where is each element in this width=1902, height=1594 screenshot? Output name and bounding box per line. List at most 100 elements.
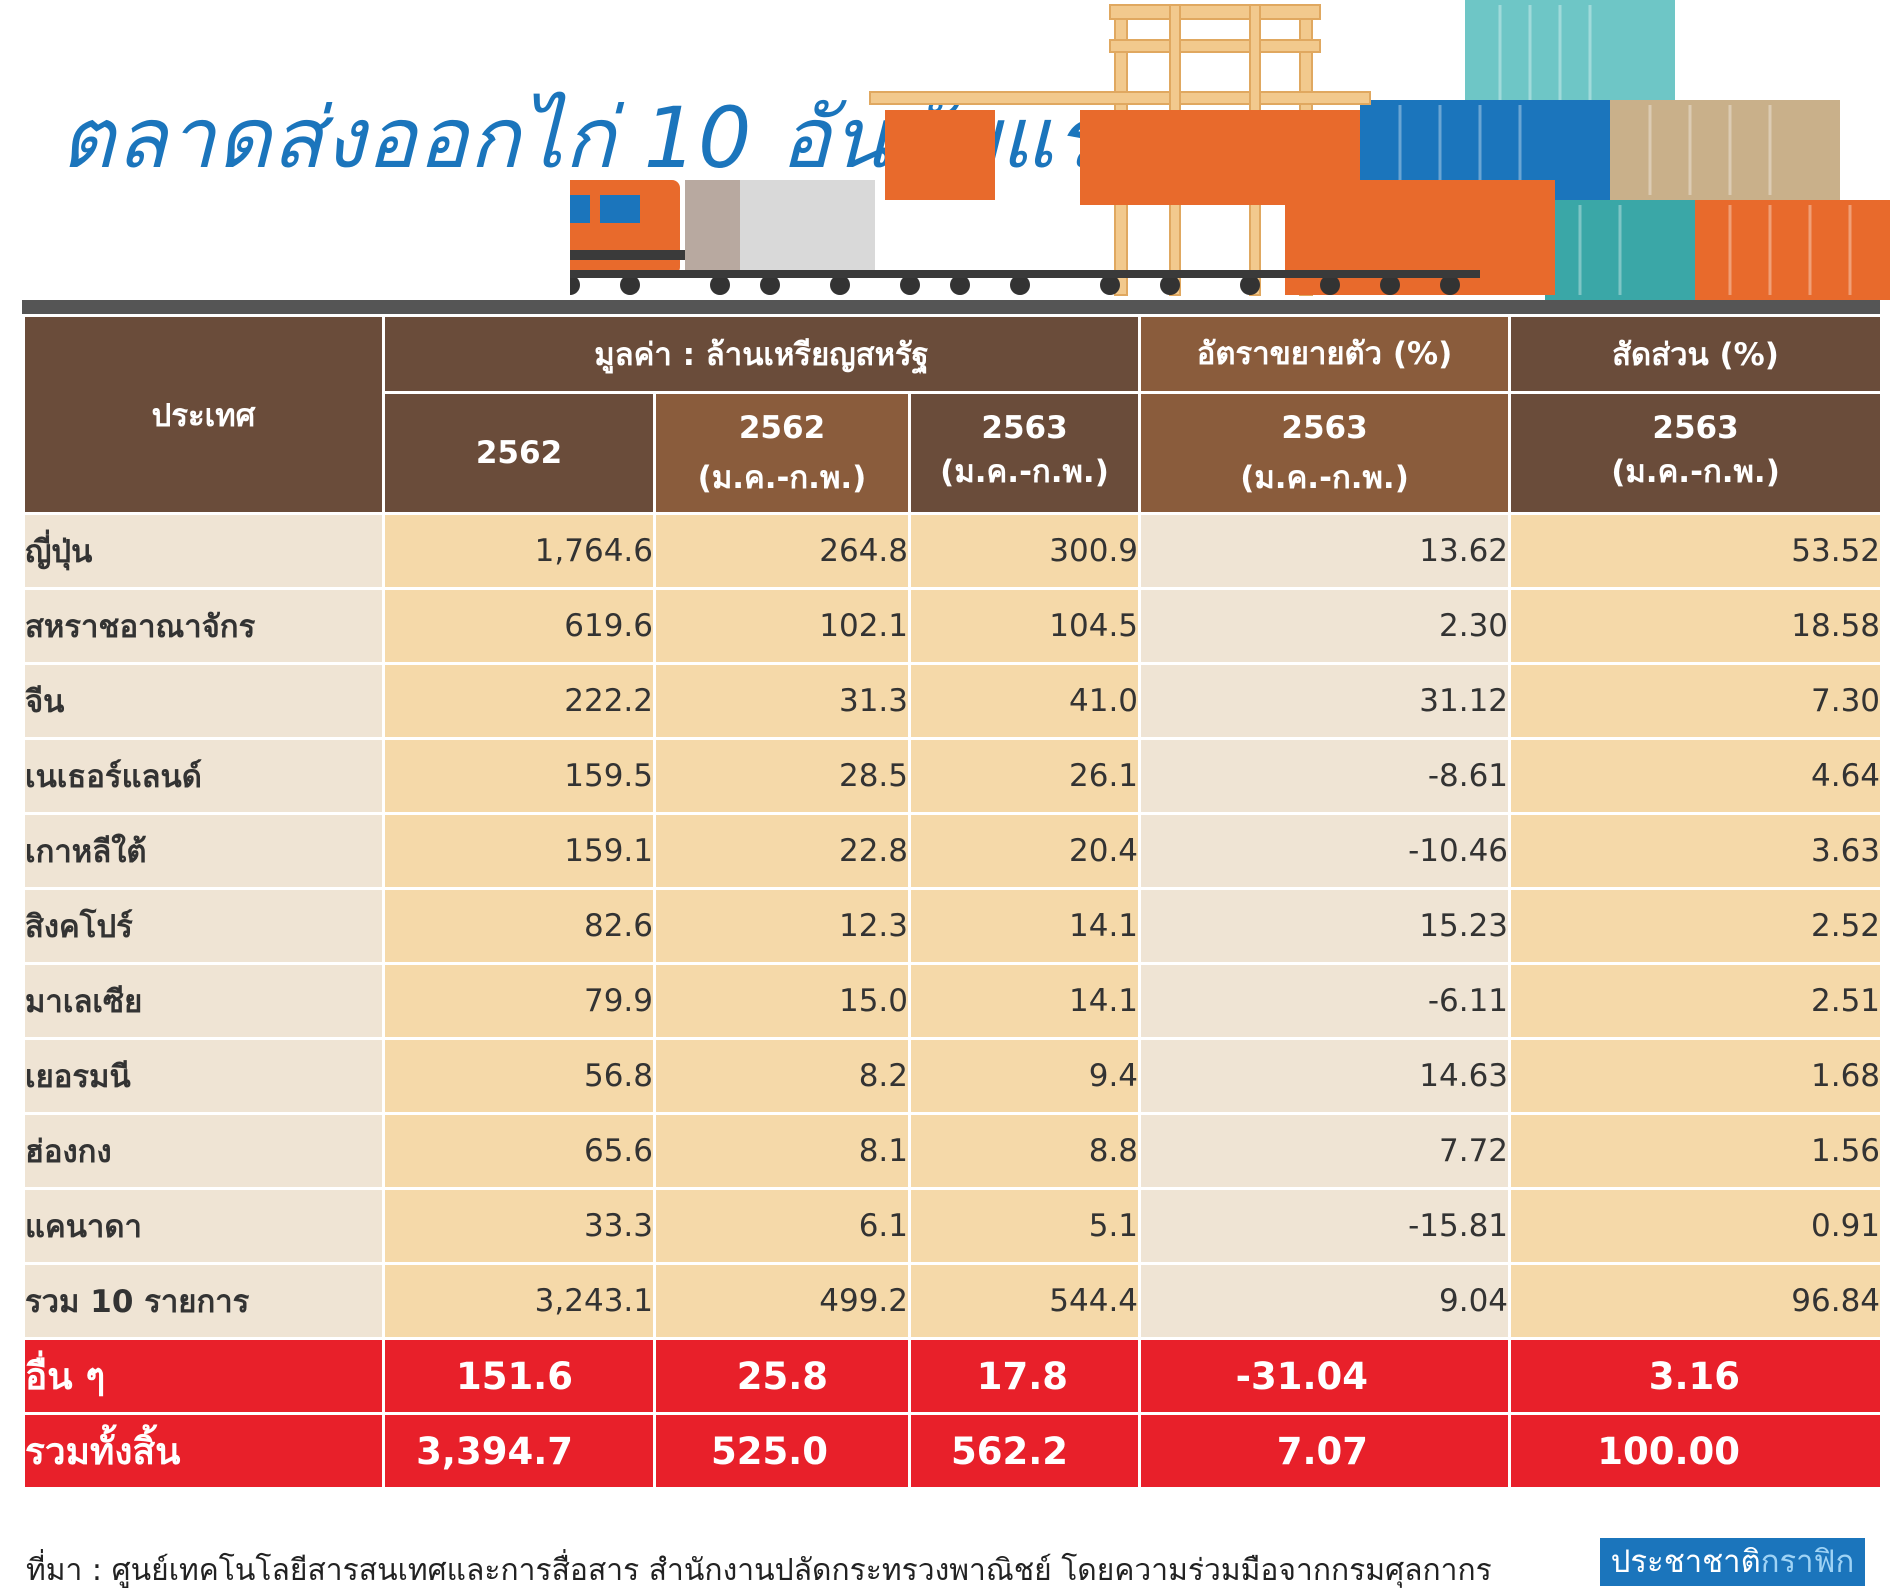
table-cell: 264.8: [653, 512, 911, 590]
table-cell: 1.56: [1508, 1112, 1884, 1190]
table-cell: 6.1: [653, 1187, 911, 1265]
country-name: ฮ่องกง: [22, 1112, 385, 1190]
header-col4: 2563 (ม.ค.-ก.พ.): [1138, 391, 1512, 515]
table-cell: 2.30: [1138, 587, 1512, 665]
header-growth-group: อัตราขยายตัว (%): [1138, 314, 1512, 394]
table-cell: 8.2: [653, 1037, 911, 1115]
table-cell: 2.51: [1508, 962, 1884, 1040]
country-name: แคนาดา: [22, 1187, 385, 1265]
table-cell: 14.63: [1138, 1037, 1512, 1115]
container-beige: [1610, 100, 1840, 200]
others-v5: 3.16: [1508, 1337, 1884, 1415]
table-row: รวม 10 รายการ 3,243.1 499.2 544.4 9.04 96.84: [22, 1262, 1884, 1340]
source-note: ที่มา : ศูนย์เทคโนโลยีสารสนเทศและการสื่อ…: [26, 1553, 1492, 1588]
container-orange-right: [1695, 200, 1890, 300]
country-name: สิงคโปร์: [22, 887, 385, 965]
country-name: สหราชอาณาจักร: [22, 587, 385, 665]
locomotive: [570, 180, 690, 275]
header-share-group: สัดส่วน (%): [1508, 314, 1884, 394]
others-row: อื่น ๆ 151.6 25.8 17.8 -31.04 3.16: [22, 1337, 1884, 1415]
header-value-group: มูลค่า : ล้านเหรียญสหรัฐ: [381, 314, 1142, 394]
rail-divider: [22, 300, 1880, 314]
table-cell: 4.64: [1508, 737, 1884, 815]
header-col5: 2563 (ม.ค.-ก.พ.): [1508, 391, 1884, 515]
container-teal-bottom: [1545, 200, 1695, 300]
table-row: สิงคโปร์ 82.6 12.3 14.1 15.23 2.52: [22, 887, 1884, 965]
table-row: เกาหลีใต้ 159.1 22.8 20.4 -10.46 3.63: [22, 812, 1884, 890]
table-cell: 28.5: [653, 737, 911, 815]
table-cell: 3,243.1: [382, 1262, 656, 1340]
train-wheels: [570, 275, 1460, 295]
table-cell: 13.62: [1138, 512, 1512, 590]
table-cell: 31.12: [1138, 662, 1512, 740]
country-name: เกาหลีใต้: [22, 812, 385, 890]
table-row: จีน 222.2 31.3 41.0 31.12 7.30: [22, 662, 1884, 740]
table-cell: 544.4: [907, 1262, 1142, 1340]
table-cell: 9.04: [1138, 1262, 1512, 1340]
header-col1: 2562: [382, 391, 656, 515]
country-name: เยอรมนี: [22, 1037, 385, 1115]
table-cell: 499.2: [653, 1262, 911, 1340]
table-cell: 159.5: [382, 737, 656, 815]
table-cell: 65.6: [382, 1112, 656, 1190]
table-cell: 14.1: [907, 962, 1142, 1040]
header-row-years: 2562 2562 (ม.ค.-ก.พ.) 2563 (ม.ค.-ก.พ.) 256…: [24, 391, 1884, 515]
country-name: เนเธอร์แลนด์: [22, 737, 385, 815]
table-cell: 300.9: [907, 512, 1142, 590]
total-v3: 562.2: [907, 1412, 1142, 1490]
table-row: เยอรมนี 56.8 8.2 9.4 14.63 1.68: [22, 1037, 1884, 1115]
table-cell: 102.1: [653, 587, 911, 665]
table-cell: 20.4: [907, 812, 1142, 890]
brand-logo: ประชาชาติกราฟิก: [1600, 1538, 1865, 1586]
table-row: เนเธอร์แลนด์ 159.5 28.5 26.1 -8.61 4.64: [22, 737, 1884, 815]
others-v1: 151.6: [382, 1337, 656, 1415]
total-row: รวมทั้งสิ้น 3,394.7 525.0 562.2 7.07 100…: [22, 1412, 1884, 1490]
total-v5: 100.00: [1508, 1412, 1884, 1490]
container-teal-top: [1465, 0, 1675, 105]
table-cell: 104.5: [907, 587, 1142, 665]
others-v2: 25.8: [653, 1337, 911, 1415]
table-cell: 2.52: [1508, 887, 1884, 965]
table-row: แคนาดา 33.3 6.1 5.1 -15.81 0.91: [22, 1187, 1884, 1265]
total-label: รวมทั้งสิ้น: [22, 1412, 385, 1490]
table-cell: 96.84: [1508, 1262, 1884, 1340]
table-cell: 33.3: [382, 1187, 656, 1265]
table-cell: 12.3: [653, 887, 911, 965]
header-country: ประเทศ: [22, 314, 385, 515]
table-cell: 41.0: [907, 662, 1142, 740]
table-cell: 8.8: [907, 1112, 1142, 1190]
country-name: จีน: [22, 662, 385, 740]
export-table: ประเทศ มูลค่า : ล้านเหรียญสหรัฐ อัตราขยา…: [22, 314, 1884, 1490]
table-row: ฮ่องกง 65.6 8.1 8.8 7.72 1.56: [22, 1112, 1884, 1190]
table-cell: 14.1: [907, 887, 1142, 965]
table-row: มาเลเซีย 79.9 15.0 14.1 -6.11 2.51: [22, 962, 1884, 1040]
others-v4: -31.04: [1138, 1337, 1512, 1415]
table-cell: 8.1: [653, 1112, 911, 1190]
table-cell: -10.46: [1138, 812, 1512, 890]
others-v3: 17.8: [907, 1337, 1142, 1415]
table-row: สหราชอาณาจักร 619.6 102.1 104.5 2.30 18.58: [22, 587, 1884, 665]
table-cell: 7.30: [1508, 662, 1884, 740]
others-label: อื่น ๆ: [22, 1337, 385, 1415]
total-v1: 3,394.7: [382, 1412, 656, 1490]
table-cell: 3.63: [1508, 812, 1884, 890]
freight-illustration: [570, 0, 1890, 300]
table-cell: 18.58: [1508, 587, 1884, 665]
table-cell: 53.52: [1508, 512, 1884, 590]
table-cell: 222.2: [382, 662, 656, 740]
table-cell: 159.1: [382, 812, 656, 890]
table-cell: -15.81: [1138, 1187, 1512, 1265]
country-name: รวม 10 รายการ: [22, 1262, 385, 1340]
table-cell: 22.8: [653, 812, 911, 890]
table-cell: 26.1: [907, 737, 1142, 815]
table-cell: 9.4: [907, 1037, 1142, 1115]
table-cell: 1.68: [1508, 1037, 1884, 1115]
container-hanging-left: [885, 110, 995, 200]
table-cell: 15.0: [653, 962, 911, 1040]
header-col3: 2563 (ม.ค.-ก.พ.): [907, 391, 1142, 515]
table-row: ญี่ปุ่น 1,764.6 264.8 300.9 13.62 53.52: [22, 512, 1884, 590]
country-name: มาเลเซีย: [22, 962, 385, 1040]
table-cell: 31.3: [653, 662, 911, 740]
table-cell: 15.23: [1138, 887, 1512, 965]
table-cell: 0.91: [1508, 1187, 1884, 1265]
